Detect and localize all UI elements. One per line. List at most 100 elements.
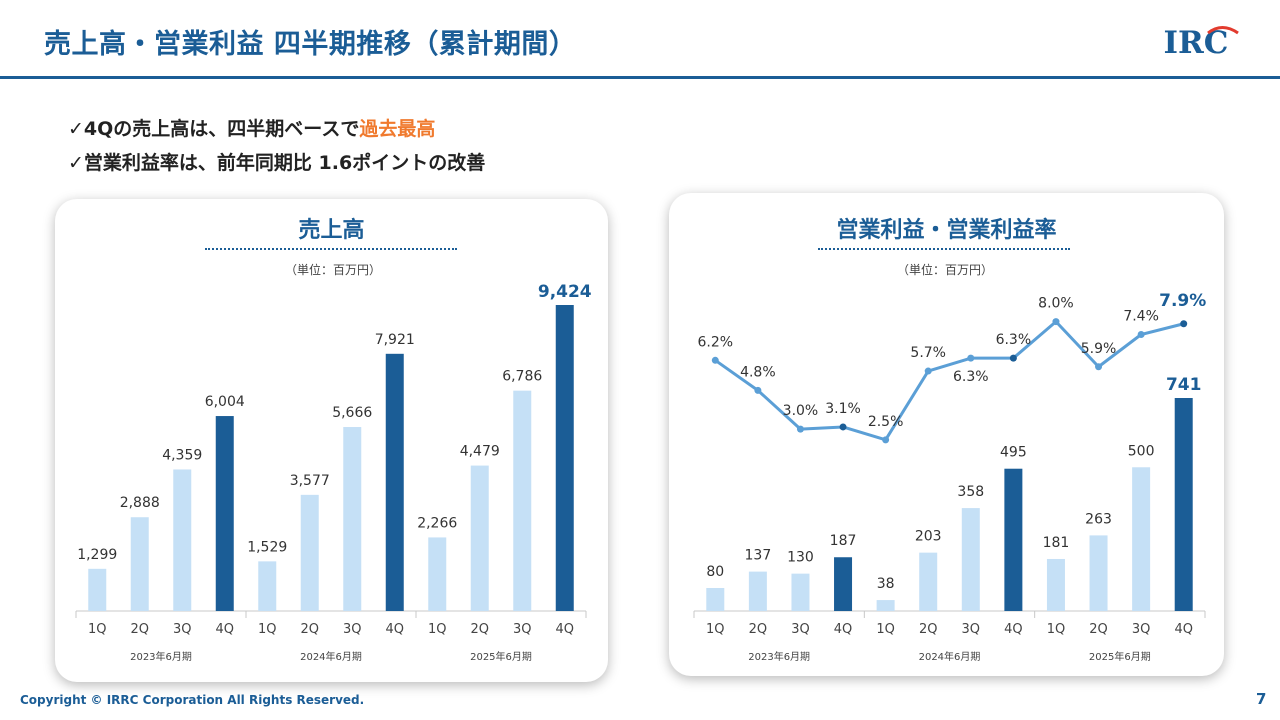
x-tick-label: 3Q xyxy=(791,622,810,637)
bar xyxy=(343,427,362,611)
bar xyxy=(919,552,938,611)
group-label: 2023年6月期 xyxy=(748,650,810,663)
bar-data-label: 137 xyxy=(745,548,772,564)
data-label: 6,004 xyxy=(205,394,245,410)
line-data-label: 3.1% xyxy=(825,401,861,417)
x-tick-label: 3Q xyxy=(173,622,192,637)
bar-data-label: 80 xyxy=(706,564,724,580)
group-label: 2024年6月期 xyxy=(919,650,981,663)
x-tick-label: 4Q xyxy=(1004,622,1023,637)
x-tick-label: 3Q xyxy=(962,622,981,637)
bar xyxy=(258,561,277,611)
bar xyxy=(130,517,149,611)
x-tick-label: 2Q xyxy=(300,622,319,637)
bar-data-label: 203 xyxy=(915,529,942,545)
check-icon: ✓ xyxy=(68,118,84,140)
data-label: 4,359 xyxy=(162,447,202,463)
bar xyxy=(748,571,767,611)
x-tick-label: 2Q xyxy=(130,622,149,637)
line-point xyxy=(754,386,762,394)
bar-data-label: 181 xyxy=(1043,535,1070,551)
x-tick-label: 2Q xyxy=(749,622,768,637)
x-tick-label: 3Q xyxy=(513,622,532,637)
bullet-item: ✓営業利益率は、前年同期比 1.6ポイントの改善 xyxy=(68,152,486,174)
bar-data-label: 263 xyxy=(1085,511,1112,527)
bar-data-label: 741 xyxy=(1166,375,1202,395)
bar-data-label: 358 xyxy=(957,484,984,500)
line-data-label: 3.0% xyxy=(783,403,819,419)
line-point xyxy=(711,356,719,364)
x-tick-label: 1Q xyxy=(88,622,107,637)
data-label: 9,424 xyxy=(538,282,592,302)
company-logo: IRC xyxy=(1164,25,1239,60)
line-data-label: 7.9% xyxy=(1159,291,1206,311)
profit-unit-label: （単位：百万円） xyxy=(897,263,994,277)
x-tick-label: 1Q xyxy=(876,622,895,637)
bar-data-label: 187 xyxy=(830,533,857,549)
bar xyxy=(300,494,319,611)
x-tick-label: 4Q xyxy=(555,622,574,637)
page-title: 売上高・営業利益 四半期推移（累計期間） xyxy=(44,29,577,60)
bar-data-label: 495 xyxy=(1000,445,1027,461)
x-tick-label: 3Q xyxy=(1132,622,1151,637)
data-label: 3,577 xyxy=(290,473,330,489)
x-tick-label: 4Q xyxy=(834,622,853,637)
header-divider xyxy=(0,76,1280,79)
line-point xyxy=(967,354,975,362)
bar xyxy=(706,588,725,611)
profit-chart-title: 営業利益・営業利益率 xyxy=(836,218,1057,243)
bar xyxy=(173,469,192,611)
line-data-label: 2.5% xyxy=(868,414,904,430)
line-point xyxy=(1009,354,1017,362)
data-label: 2,266 xyxy=(417,515,457,531)
bar xyxy=(834,557,853,611)
check-icon: ✓ xyxy=(68,152,84,174)
bar-data-label: 500 xyxy=(1128,443,1155,459)
line-point xyxy=(1137,331,1145,338)
line-point xyxy=(1052,318,1060,326)
x-tick-label: 1Q xyxy=(706,622,725,637)
bar xyxy=(428,537,447,611)
sales-unit-label: （単位：百万円） xyxy=(285,263,382,277)
bar xyxy=(88,568,107,611)
data-label: 2,888 xyxy=(120,495,160,511)
bar xyxy=(1046,558,1065,611)
line-data-label: 6.3% xyxy=(996,332,1032,348)
x-tick-label: 2Q xyxy=(1089,622,1108,637)
line-data-label: 4.8% xyxy=(740,364,776,380)
group-label: 2024年6月期 xyxy=(300,650,362,663)
bar xyxy=(1004,468,1023,611)
margin-line xyxy=(714,320,1185,442)
x-tick-label: 4Q xyxy=(1174,622,1193,637)
title-underline xyxy=(818,248,1070,250)
line-point xyxy=(1095,363,1103,371)
line-data-label: 5.7% xyxy=(910,345,946,361)
bar xyxy=(555,305,574,611)
bar xyxy=(1174,398,1193,611)
group-label: 2025年6月期 xyxy=(1089,650,1151,663)
bar xyxy=(513,390,532,611)
bar xyxy=(385,353,404,611)
data-label: 4,479 xyxy=(460,444,500,460)
bar xyxy=(1132,467,1151,611)
line-point xyxy=(839,423,847,431)
line-data-label: 7.4% xyxy=(1123,309,1159,325)
bar-data-label: 38 xyxy=(877,576,895,592)
line-data-label: 5.9% xyxy=(1081,341,1117,357)
data-label: 6,786 xyxy=(502,369,542,385)
line-point xyxy=(882,436,890,444)
data-label: 1,299 xyxy=(77,547,117,563)
bar xyxy=(470,465,489,611)
x-tick-label: 1Q xyxy=(258,622,277,637)
data-label: 7,921 xyxy=(375,332,415,348)
highlight-text: 過去最高 xyxy=(359,118,436,140)
bar xyxy=(791,573,810,611)
bar xyxy=(876,600,895,611)
bar-data-label: 130 xyxy=(787,550,814,566)
sales-chart-title: 売上高 xyxy=(298,218,365,243)
line-data-label: 6.2% xyxy=(698,334,734,350)
line-data-label: 6.3% xyxy=(953,369,989,385)
logo-text: IRC xyxy=(1164,25,1229,60)
bar xyxy=(215,416,234,611)
